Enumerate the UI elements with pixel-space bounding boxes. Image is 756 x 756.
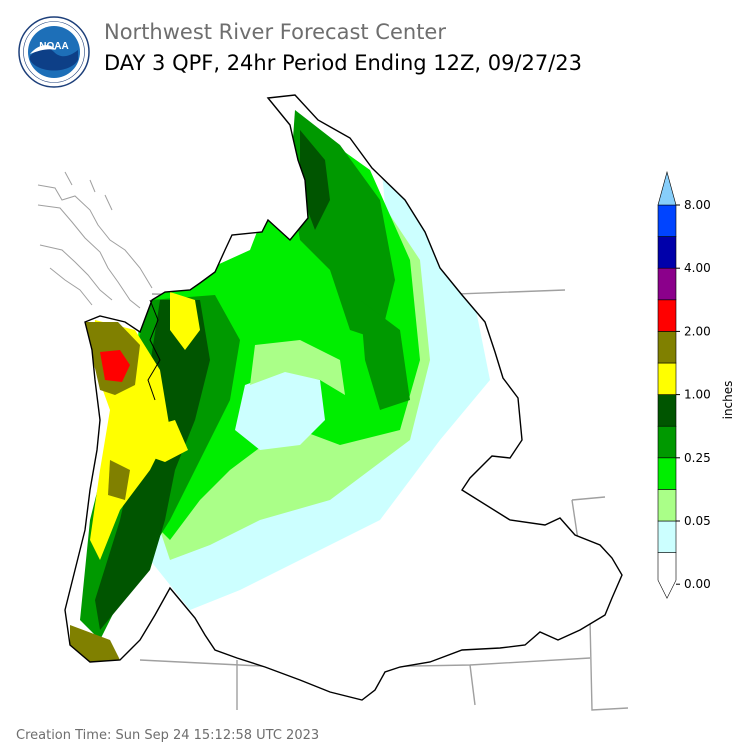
legend-ticks: 0.00 0.05 0.25 1.00 2.00 4.00 8.00	[676, 198, 711, 591]
legend-tick-label: 1.00	[684, 388, 711, 402]
org-title: Northwest River Forecast Center	[104, 20, 446, 44]
legend-bins	[657, 170, 677, 599]
coastline	[37, 171, 153, 309]
legend-bin-top	[657, 170, 677, 206]
product-title: DAY 3 QPF, 24hr Period Ending 12Z, 09/27…	[104, 51, 583, 75]
legend-tick-label: 2.00	[684, 324, 711, 338]
noaa-logo: NOAA	[18, 16, 90, 88]
puget-sound-outline	[147, 299, 161, 401]
legend-tick-label: 4.00	[684, 261, 711, 275]
legend-bin	[657, 457, 677, 490]
legend-bin	[657, 552, 677, 599]
creation-time: Creation Time: Sun Sep 24 15:12:58 UTC 2…	[16, 728, 320, 743]
legend-bin	[657, 520, 677, 553]
legend-bin	[657, 489, 677, 522]
basin-outline	[64, 94, 623, 701]
legend-tick-label: 0.00	[684, 577, 711, 591]
legend-bin	[657, 299, 677, 332]
color-legend: 0.00 0.05 0.25 1.00 2.00 4.00 8.00 inches	[657, 170, 735, 599]
legend-tick-label: 0.25	[684, 451, 711, 465]
logo-center-text: NOAA	[39, 41, 68, 52]
legend-bin	[657, 425, 677, 459]
legend-bin	[657, 204, 677, 237]
legend-bin	[657, 331, 677, 364]
legend-unit-label: inches	[721, 381, 735, 420]
legend-bin	[657, 236, 677, 269]
legend-tick-label: 8.00	[684, 198, 711, 212]
legend-bin	[657, 267, 677, 301]
legend-bin	[657, 362, 677, 395]
legend-bin	[657, 394, 677, 427]
legend-tick-label: 0.05	[684, 514, 711, 528]
